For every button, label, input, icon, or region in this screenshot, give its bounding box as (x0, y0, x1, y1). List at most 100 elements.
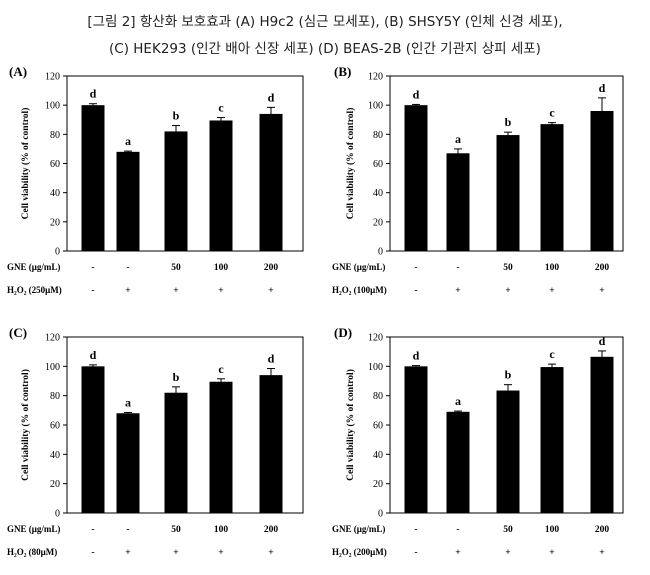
bar (590, 356, 614, 513)
significance-label: d (599, 334, 606, 348)
y-axis-label: Cell viability (% of control) (345, 369, 356, 481)
h2o2-treatment: + (599, 286, 604, 296)
significance-label: a (455, 394, 461, 408)
y-tick-label: 0 (378, 509, 383, 520)
h2o2-treatment: + (268, 548, 273, 558)
significance-label: d (413, 349, 420, 363)
bar (404, 105, 428, 251)
significance-label: d (90, 87, 97, 101)
bar (590, 111, 614, 251)
gne-dose: 100 (214, 525, 229, 535)
y-tick-label: 120 (45, 333, 60, 344)
y-axis-label: Cell viability (% of control) (345, 108, 356, 220)
y-axis-label: Cell viability (% of control) (20, 108, 31, 220)
y-tick-label: 100 (45, 101, 60, 112)
y-tick-label: 20 (373, 479, 383, 490)
row-label-h2o2: H₂O₂ (100μM) (332, 285, 387, 295)
gne-dose: - (414, 263, 417, 273)
gne-dose: 200 (595, 525, 610, 535)
gne-dose: 200 (264, 263, 279, 273)
y-tick-label: 40 (50, 450, 60, 461)
bar (81, 105, 105, 251)
panel-label: (B) (334, 64, 351, 79)
significance-label: c (549, 106, 555, 120)
significance-label: b (173, 370, 180, 384)
y-tick-label: 20 (50, 479, 60, 490)
gne-dose: - (126, 263, 129, 273)
bar (164, 131, 188, 251)
y-tick-label: 0 (378, 247, 383, 258)
gne-dose: 100 (214, 263, 229, 273)
gne-dose: 50 (171, 263, 181, 273)
bar (81, 366, 105, 513)
y-tick-label: 80 (373, 130, 383, 141)
figure-caption-line2: (C) HEK293 (인간 배아 신장 세포) (D) BEAS-2B (인간… (109, 41, 541, 57)
bar (116, 151, 140, 251)
gne-dose: - (456, 263, 459, 273)
y-tick-label: 100 (368, 101, 383, 112)
significance-label: a (125, 396, 131, 410)
h2o2-treatment: + (599, 548, 604, 558)
gne-dose: - (414, 525, 417, 535)
significance-label: c (549, 347, 555, 361)
y-tick-label: 80 (373, 391, 383, 402)
bar (259, 375, 283, 513)
bar (164, 392, 188, 513)
h2o2-treatment: + (218, 548, 223, 558)
h2o2-treatment: - (91, 548, 94, 558)
bar (116, 413, 140, 513)
significance-label: d (268, 90, 275, 104)
gne-dose: 100 (545, 263, 560, 273)
y-tick-label: 0 (55, 509, 60, 520)
y-tick-label: 100 (368, 362, 383, 373)
h2o2-treatment: + (173, 548, 178, 558)
row-label-gne: GNE (μg/mL) (332, 262, 385, 272)
gne-dose: - (126, 525, 129, 535)
y-tick-label: 120 (368, 72, 383, 83)
bar (404, 366, 428, 513)
h2o2-treatment: + (505, 286, 510, 296)
significance-label: c (218, 362, 224, 376)
h2o2-treatment: + (549, 286, 554, 296)
bar (496, 390, 520, 513)
y-tick-label: 40 (373, 188, 383, 199)
bar (209, 120, 233, 251)
significance-label: b (505, 115, 512, 129)
chart-panel-a: (A) 0 20 40 60 80 100 120 Cell viability (% of c… (7, 64, 304, 296)
panel-label: (C) (9, 325, 27, 340)
h2o2-treatment: - (91, 286, 94, 296)
bar (209, 381, 233, 513)
h2o2-treatment: + (505, 548, 510, 558)
h2o2-treatment: - (414, 548, 417, 558)
bar (446, 153, 470, 251)
gne-dose: 50 (171, 525, 181, 535)
row-label-h2o2: H₂O₂ (80μM) (7, 547, 57, 557)
gne-dose: 200 (595, 263, 610, 273)
y-tick-label: 120 (368, 333, 383, 344)
significance-label: d (90, 348, 97, 362)
y-axis-label: Cell viability (% of control) (20, 369, 31, 481)
panel-label: (A) (9, 64, 27, 79)
y-tick-label: 60 (373, 421, 383, 432)
gne-dose: - (456, 525, 459, 535)
bar (446, 411, 470, 513)
h2o2-treatment: + (218, 286, 223, 296)
row-label-h2o2: H₂O₂ (200μM) (332, 547, 387, 557)
significance-label: b (173, 109, 180, 123)
gne-dose: 200 (264, 525, 279, 535)
gne-dose: - (91, 525, 94, 535)
h2o2-treatment: + (549, 548, 554, 558)
h2o2-treatment: - (414, 286, 417, 296)
row-label-h2o2: H₂O₂ (250μM) (7, 285, 62, 295)
panel-label: (D) (334, 325, 352, 340)
y-tick-label: 80 (50, 391, 60, 402)
chart-panel-c: (C) 0 20 40 60 80 100 120 Cell viability (% of c… (7, 325, 304, 558)
y-tick-label: 40 (373, 450, 383, 461)
row-label-gne: GNE (μg/mL) (7, 524, 60, 534)
significance-label: c (218, 101, 224, 115)
h2o2-treatment: + (173, 286, 178, 296)
y-tick-label: 20 (373, 217, 383, 228)
significance-label: d (599, 81, 606, 95)
bar (259, 113, 283, 251)
row-label-gne: GNE (μg/mL) (332, 524, 385, 534)
